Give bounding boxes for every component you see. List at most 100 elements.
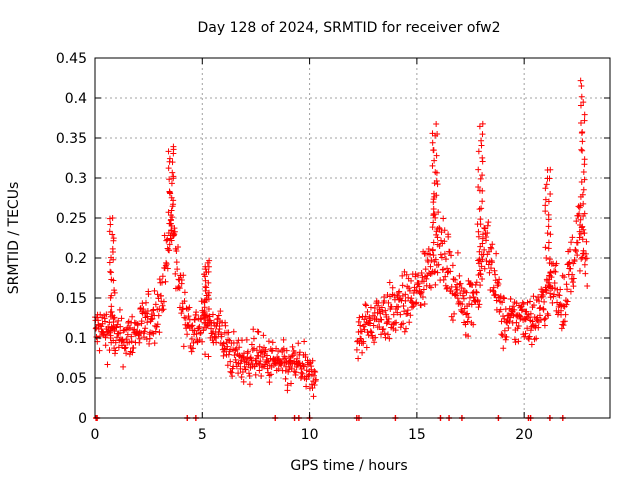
data-point bbox=[388, 303, 395, 310]
data-point bbox=[573, 248, 580, 255]
data-point bbox=[112, 347, 119, 354]
data-point bbox=[220, 352, 227, 359]
x-tick-label: 10 bbox=[301, 427, 319, 443]
data-point bbox=[442, 273, 449, 280]
data-point bbox=[500, 294, 507, 301]
y-axis-label: SRMTID / TECUs bbox=[6, 182, 22, 295]
data-point bbox=[527, 298, 534, 305]
data-point bbox=[502, 336, 509, 343]
data-point bbox=[104, 361, 111, 368]
data-point bbox=[434, 269, 441, 276]
data-point bbox=[152, 301, 159, 308]
data-point bbox=[140, 306, 147, 313]
data-point bbox=[243, 336, 250, 343]
data-point bbox=[250, 326, 257, 333]
data-point bbox=[476, 248, 483, 255]
data-point bbox=[185, 313, 192, 320]
data-point bbox=[107, 327, 114, 334]
data-point bbox=[408, 277, 415, 284]
data-point bbox=[566, 246, 573, 253]
data-point bbox=[581, 111, 588, 118]
data-point bbox=[434, 181, 441, 188]
data-point bbox=[495, 280, 502, 287]
data-point bbox=[483, 258, 490, 265]
data-point bbox=[275, 348, 282, 355]
data-point bbox=[475, 257, 482, 264]
data-point bbox=[454, 286, 461, 293]
data-point bbox=[537, 317, 544, 324]
data-point bbox=[406, 287, 413, 294]
data-point bbox=[110, 319, 117, 326]
data-point bbox=[291, 349, 298, 356]
data-point bbox=[378, 316, 385, 323]
data-point bbox=[540, 306, 547, 313]
data-point bbox=[235, 370, 242, 377]
data-point bbox=[253, 347, 260, 354]
data-point bbox=[93, 334, 100, 341]
data-point bbox=[427, 263, 434, 270]
data-point bbox=[367, 317, 374, 324]
data-point bbox=[193, 309, 200, 316]
data-point bbox=[245, 370, 252, 377]
data-point bbox=[545, 239, 552, 246]
data-point bbox=[362, 321, 369, 328]
data-point bbox=[264, 352, 271, 359]
data-point bbox=[490, 284, 497, 291]
data-point bbox=[573, 218, 580, 225]
data-point bbox=[526, 314, 533, 321]
data-point bbox=[367, 328, 374, 335]
data-point bbox=[303, 383, 310, 390]
data-point bbox=[450, 276, 457, 283]
data-point bbox=[114, 321, 121, 328]
data-point bbox=[475, 272, 482, 279]
data-point bbox=[460, 295, 467, 302]
data-point bbox=[145, 291, 152, 298]
data-point bbox=[168, 194, 175, 201]
data-point bbox=[546, 272, 553, 279]
data-point bbox=[420, 286, 427, 293]
x-tick-label: 20 bbox=[515, 427, 533, 443]
data-point bbox=[175, 244, 182, 251]
data-point bbox=[285, 368, 292, 375]
data-point bbox=[170, 230, 177, 237]
data-point bbox=[174, 266, 181, 273]
data-point bbox=[256, 343, 263, 350]
data-point bbox=[413, 299, 420, 306]
data-point bbox=[463, 311, 470, 318]
data-point bbox=[564, 286, 571, 293]
data-point bbox=[544, 230, 551, 237]
data-point bbox=[232, 346, 239, 353]
data-point bbox=[406, 319, 413, 326]
data-point bbox=[428, 284, 434, 291]
data-point bbox=[215, 312, 222, 319]
data-point bbox=[144, 313, 151, 320]
data-point bbox=[535, 324, 542, 331]
data-point bbox=[202, 266, 209, 273]
data-point bbox=[175, 283, 182, 290]
data-point bbox=[356, 314, 363, 321]
data-point bbox=[576, 228, 583, 235]
data-point bbox=[255, 329, 262, 336]
data-point bbox=[396, 288, 403, 295]
data-point bbox=[186, 304, 193, 311]
x-tick-label: 0 bbox=[91, 427, 100, 443]
data-point bbox=[255, 352, 262, 359]
data-point bbox=[515, 338, 522, 345]
data-point bbox=[527, 310, 534, 317]
data-point bbox=[563, 301, 570, 308]
data-point bbox=[552, 268, 559, 275]
data-point bbox=[487, 244, 494, 251]
data-point bbox=[541, 322, 548, 329]
data-point bbox=[363, 344, 370, 351]
data-point bbox=[524, 325, 531, 332]
data-point bbox=[123, 350, 130, 357]
data-point bbox=[496, 276, 503, 283]
data-point bbox=[463, 289, 470, 296]
data-point bbox=[442, 256, 449, 263]
data-point bbox=[560, 322, 567, 329]
data-point bbox=[146, 335, 153, 342]
data-point bbox=[222, 322, 229, 329]
data-point bbox=[526, 333, 533, 340]
data-point bbox=[582, 270, 589, 277]
data-point bbox=[547, 269, 554, 276]
